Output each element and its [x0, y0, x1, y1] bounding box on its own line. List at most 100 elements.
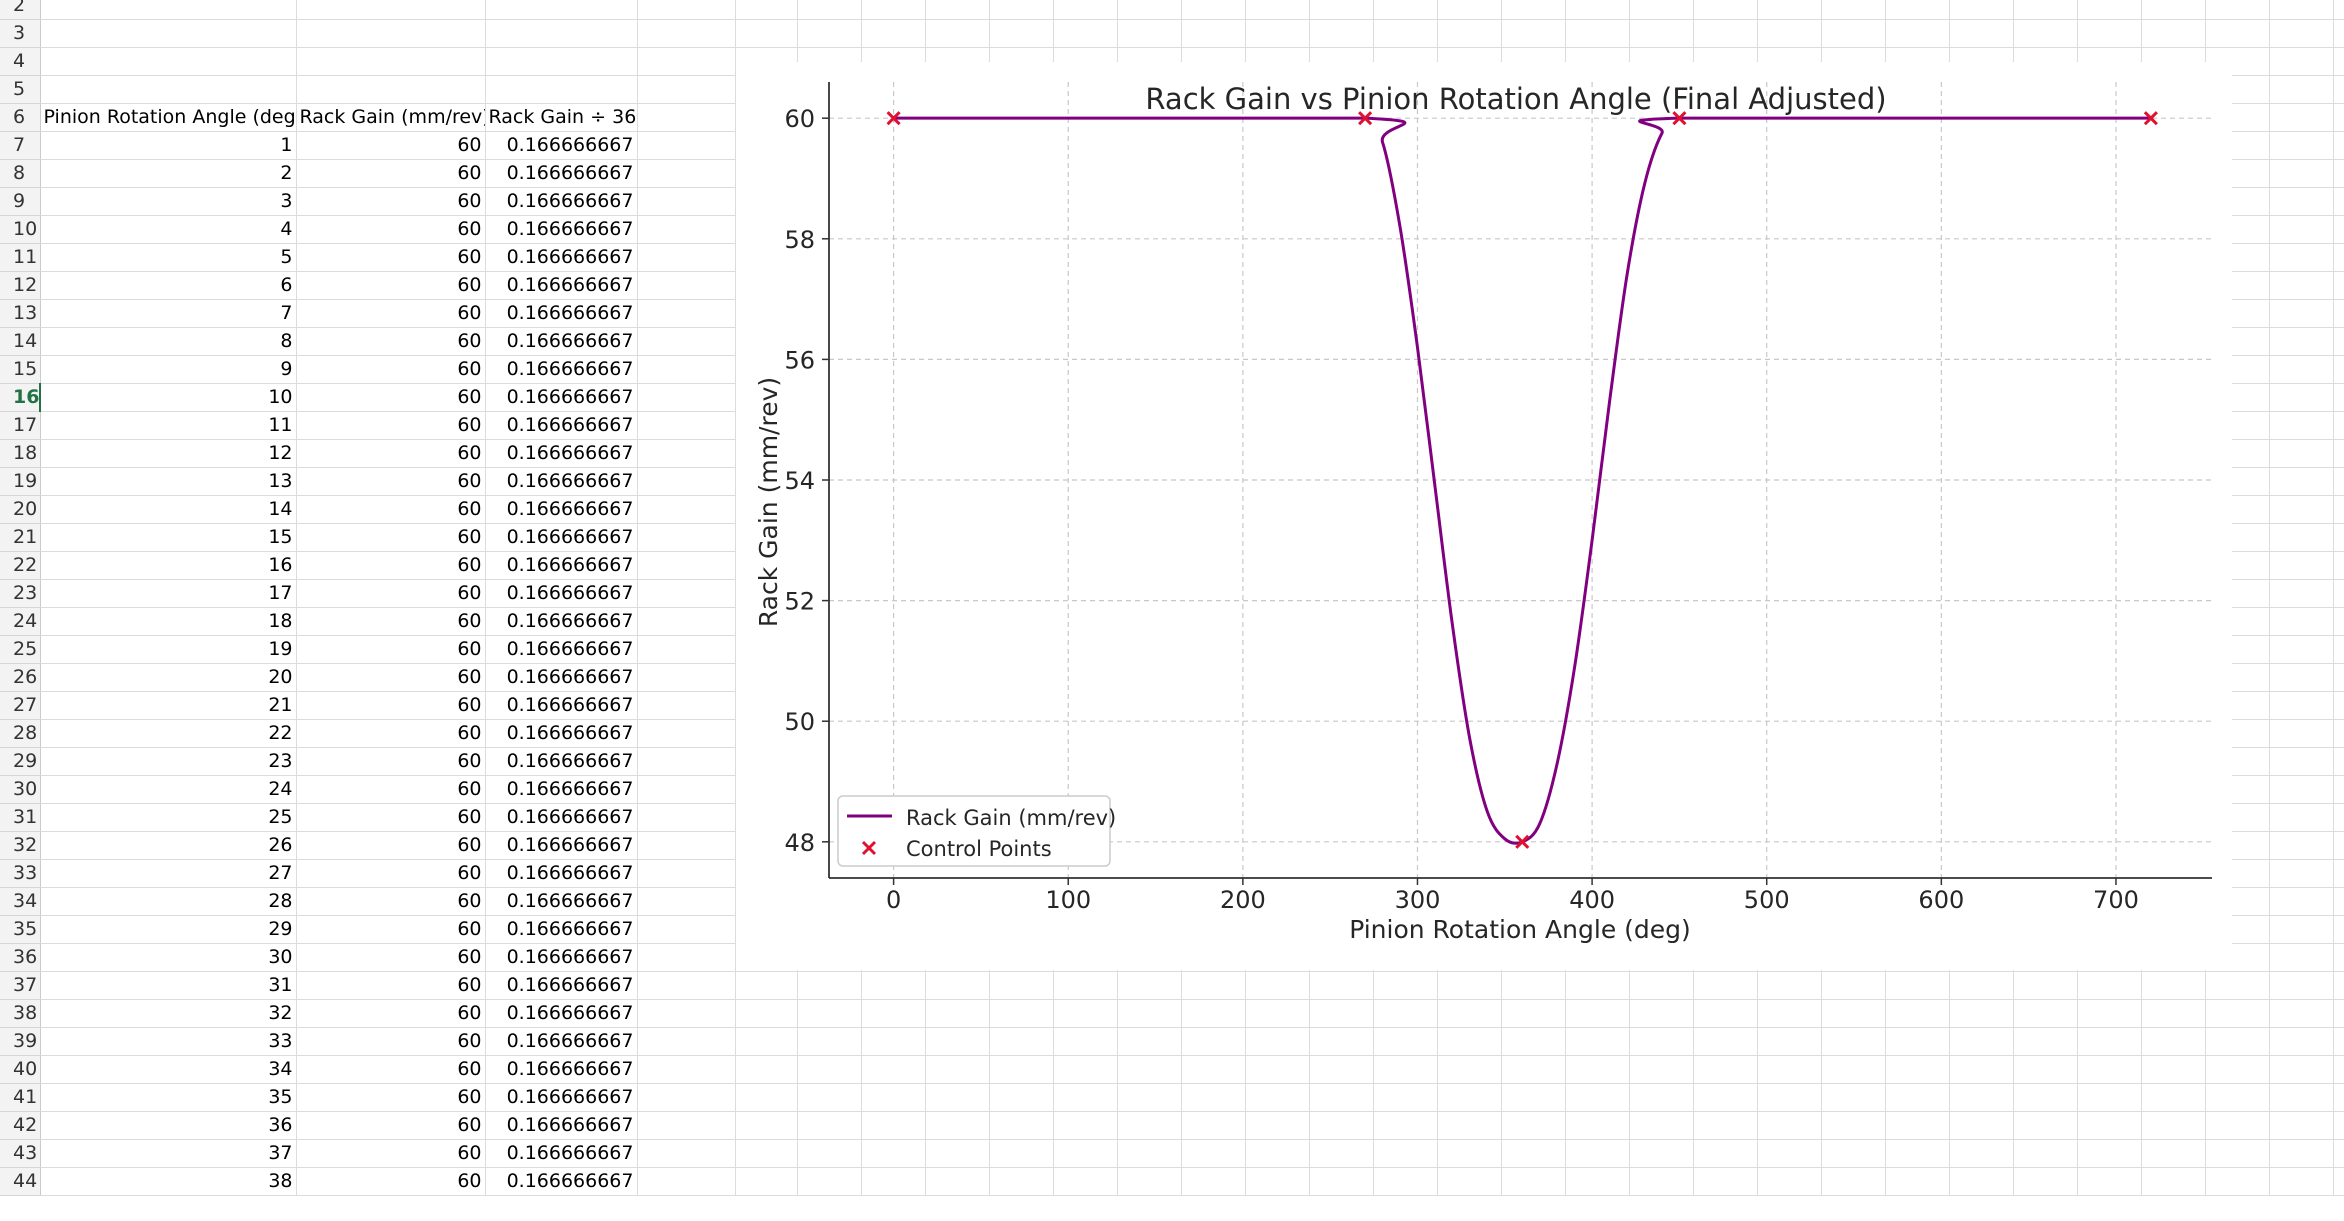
empty-cell[interactable] — [2141, 1167, 2206, 1196]
data-cell[interactable]: 0.166666667 — [485, 299, 638, 328]
data-cell[interactable]: 25 — [40, 803, 297, 832]
empty-cell[interactable] — [861, 1055, 926, 1084]
empty-cell[interactable] — [1757, 1167, 1822, 1196]
data-cell[interactable]: 60 — [296, 607, 486, 636]
empty-cell[interactable] — [1757, 1111, 1822, 1140]
data-cell[interactable]: 20 — [40, 663, 297, 692]
data-cell[interactable]: 0.166666667 — [485, 719, 638, 748]
empty-cell[interactable] — [2333, 75, 2344, 104]
empty-cell[interactable] — [2269, 747, 2334, 776]
empty-cell[interactable] — [1437, 1111, 1502, 1140]
empty-cell[interactable] — [735, 1111, 798, 1140]
data-cell[interactable]: 38 — [40, 1167, 297, 1196]
empty-cell[interactable] — [2141, 971, 2206, 1000]
empty-cell[interactable] — [1885, 1139, 1950, 1168]
empty-cell[interactable] — [1693, 1139, 1758, 1168]
data-cell[interactable]: 32 — [40, 999, 297, 1028]
empty-cell[interactable] — [1949, 1139, 2014, 1168]
data-cell[interactable]: 0.166666667 — [485, 663, 638, 692]
empty-cell[interactable] — [1245, 1139, 1310, 1168]
data-cell[interactable]: 60 — [296, 411, 486, 440]
empty-cell[interactable] — [1245, 999, 1310, 1028]
row-header[interactable]: 8 — [0, 159, 41, 188]
empty-cell[interactable] — [637, 1167, 736, 1196]
data-cell[interactable]: 15 — [40, 523, 297, 552]
empty-cell[interactable] — [2141, 19, 2206, 48]
row-header[interactable]: 19 — [0, 467, 41, 496]
empty-cell[interactable] — [1757, 1139, 1822, 1168]
empty-cell[interactable] — [1693, 971, 1758, 1000]
empty-cell[interactable] — [2205, 999, 2270, 1028]
row-header[interactable]: 22 — [0, 551, 41, 580]
data-cell[interactable]: 60 — [296, 551, 486, 580]
empty-cell[interactable] — [1693, 19, 1758, 48]
data-cell[interactable]: 60 — [296, 691, 486, 720]
data-cell[interactable]: 60 — [296, 355, 486, 384]
empty-cell[interactable] — [1693, 1083, 1758, 1112]
empty-cell[interactable] — [1117, 1139, 1182, 1168]
empty-cell[interactable] — [1565, 19, 1630, 48]
data-cell[interactable]: 0.166666667 — [485, 775, 638, 804]
empty-cell[interactable] — [2333, 299, 2344, 328]
empty-cell[interactable] — [637, 999, 736, 1028]
empty-cell[interactable] — [637, 1111, 736, 1140]
data-cell[interactable]: 37 — [40, 1139, 297, 1168]
empty-cell[interactable] — [2269, 719, 2334, 748]
data-cell[interactable]: 0.166666667 — [485, 579, 638, 608]
row-header[interactable]: 39 — [0, 1027, 41, 1056]
data-cell[interactable]: 24 — [40, 775, 297, 804]
empty-cell[interactable] — [2333, 999, 2344, 1028]
empty-cell[interactable] — [1565, 1139, 1630, 1168]
empty-cell[interactable] — [2269, 215, 2334, 244]
empty-cell[interactable] — [2269, 523, 2334, 552]
empty-cell[interactable] — [797, 1055, 862, 1084]
empty-cell[interactable] — [2333, 551, 2344, 580]
empty-cell[interactable] — [1117, 1027, 1182, 1056]
data-cell[interactable]: 14 — [40, 495, 297, 524]
empty-cell[interactable] — [2333, 1055, 2344, 1084]
data-cell[interactable]: 0.166666667 — [485, 1055, 638, 1084]
empty-cell[interactable] — [2269, 859, 2334, 888]
empty-cell[interactable] — [1629, 1167, 1694, 1196]
empty-cell[interactable] — [797, 0, 862, 20]
data-cell[interactable]: 60 — [296, 1055, 486, 1084]
data-cell[interactable]: 34 — [40, 1055, 297, 1084]
empty-cell[interactable] — [1053, 1055, 1118, 1084]
empty-cell[interactable] — [1309, 1027, 1374, 1056]
empty-cell[interactable] — [1373, 1055, 1438, 1084]
empty-cell[interactable] — [2269, 551, 2334, 580]
empty-cell[interactable] — [1949, 1027, 2014, 1056]
empty-cell[interactable] — [1501, 1139, 1566, 1168]
empty-cell[interactable] — [1245, 1167, 1310, 1196]
chart-container[interactable]: 0 100 200 300 400 500 600 700 48 50 52 54 56 58 60 Rac… — [736, 62, 2232, 970]
empty-cell[interactable] — [2269, 803, 2334, 832]
empty-cell[interactable] — [2333, 467, 2344, 496]
data-cell[interactable]: 60 — [296, 467, 486, 496]
empty-cell[interactable] — [2205, 0, 2270, 20]
data-cell[interactable]: 0.166666667 — [485, 271, 638, 300]
data-cell[interactable]: 19 — [40, 635, 297, 664]
empty-cell[interactable] — [1053, 1027, 1118, 1056]
empty-cell[interactable] — [1693, 1055, 1758, 1084]
data-cell[interactable]: 60 — [296, 887, 486, 916]
empty-cell[interactable] — [1437, 1055, 1502, 1084]
empty-cell[interactable] — [637, 187, 736, 216]
data-cell[interactable]: 0.166666667 — [485, 523, 638, 552]
empty-cell[interactable] — [861, 19, 926, 48]
data-cell[interactable]: 0.166666667 — [485, 1083, 638, 1112]
empty-cell[interactable] — [2269, 1083, 2334, 1112]
empty-cell[interactable] — [2077, 971, 2142, 1000]
row-header[interactable]: 32 — [0, 831, 41, 860]
empty-cell[interactable] — [1373, 1167, 1438, 1196]
data-cell[interactable]: 2 — [40, 159, 297, 188]
empty-cell[interactable] — [637, 971, 736, 1000]
row-header[interactable]: 26 — [0, 663, 41, 692]
empty-cell[interactable] — [2333, 327, 2344, 356]
empty-cell[interactable] — [2333, 971, 2344, 1000]
row-header[interactable]: 10 — [0, 215, 41, 244]
empty-cell[interactable] — [1181, 19, 1246, 48]
empty-cell[interactable] — [797, 19, 862, 48]
empty-cell[interactable] — [735, 999, 798, 1028]
empty-cell[interactable] — [925, 1111, 990, 1140]
row-header[interactable]: 43 — [0, 1139, 41, 1168]
